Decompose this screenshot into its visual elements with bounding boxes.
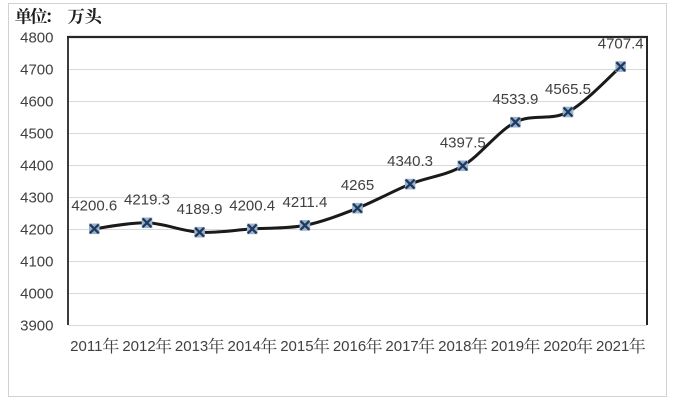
svg-text:2011: 2011	[70, 338, 102, 355]
svg-text:4707.4: 4707.4	[598, 35, 644, 52]
svg-text:2021: 2021	[596, 338, 629, 355]
svg-text:2020: 2020	[543, 338, 576, 355]
svg-text:4189.9: 4189.9	[177, 201, 223, 218]
svg-text:4200.6: 4200.6	[71, 198, 117, 215]
svg-text:4211.4: 4211.4	[283, 194, 328, 211]
svg-text:4300: 4300	[20, 189, 53, 206]
svg-text:4397.5: 4397.5	[440, 135, 486, 152]
svg-text:4600: 4600	[20, 93, 53, 110]
svg-text:4533.9: 4533.9	[492, 91, 538, 108]
svg-text:2019: 2019	[491, 338, 524, 355]
svg-text:2018: 2018	[438, 338, 471, 355]
svg-text:4200: 4200	[20, 221, 53, 238]
svg-text:4500: 4500	[20, 125, 53, 142]
svg-text:2012: 2012	[122, 338, 155, 355]
svg-text:4219.3: 4219.3	[124, 192, 170, 209]
svg-text:2017: 2017	[385, 338, 418, 355]
svg-text:4565.5: 4565.5	[545, 81, 591, 98]
svg-text:4800: 4800	[20, 29, 53, 46]
svg-text:2013: 2013	[175, 338, 208, 355]
svg-text:4700: 4700	[20, 61, 53, 78]
svg-text:4100: 4100	[20, 253, 53, 270]
svg-text:3900: 3900	[20, 317, 53, 334]
svg-text:4000: 4000	[20, 285, 53, 302]
svg-text:4200.4: 4200.4	[229, 198, 275, 215]
svg-text:2014: 2014	[228, 338, 261, 355]
svg-text:2016: 2016	[333, 338, 366, 355]
svg-text:4265: 4265	[341, 177, 374, 194]
svg-text:4340.3: 4340.3	[387, 153, 433, 170]
svg-text:2015: 2015	[280, 338, 313, 355]
svg-text:4400: 4400	[20, 157, 53, 174]
